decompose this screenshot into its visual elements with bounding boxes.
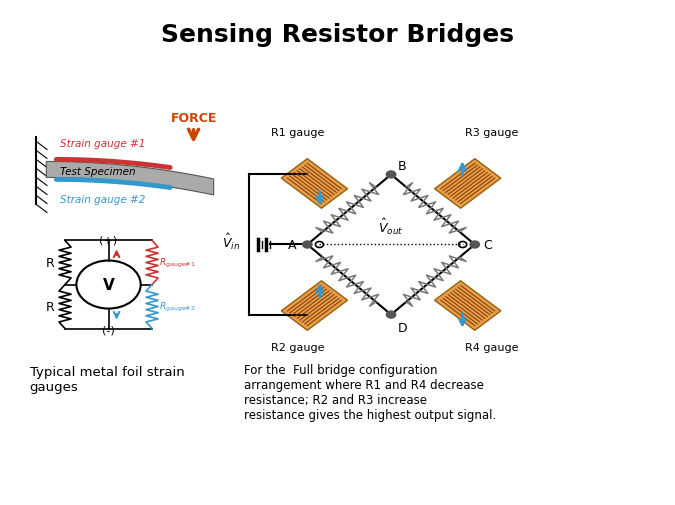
Polygon shape xyxy=(281,281,348,331)
Text: (+): (+) xyxy=(99,235,117,245)
Polygon shape xyxy=(47,162,214,195)
Circle shape xyxy=(386,172,396,179)
Text: R: R xyxy=(46,257,55,270)
Text: R: R xyxy=(46,300,55,314)
Text: $\hat{V}_{in}$: $\hat{V}_{in}$ xyxy=(222,231,240,251)
Text: For the  Full bridge configuration
arrangement where R1 and R4 decrease
resistan: For the Full bridge configuration arrang… xyxy=(244,364,496,421)
Text: V: V xyxy=(103,277,115,292)
Text: Typical metal foil strain
gauges: Typical metal foil strain gauges xyxy=(30,365,184,393)
Text: $\hat{V}_{out}$: $\hat{V}_{out}$ xyxy=(379,217,404,237)
Text: Strain gauge #2: Strain gauge #2 xyxy=(59,194,145,205)
Text: R1 gauge: R1 gauge xyxy=(271,128,324,138)
Text: B: B xyxy=(398,160,406,173)
Polygon shape xyxy=(435,160,501,209)
Text: R2 gauge: R2 gauge xyxy=(271,342,324,352)
Text: R4 gauge: R4 gauge xyxy=(464,342,518,352)
Circle shape xyxy=(386,312,396,319)
Circle shape xyxy=(470,241,479,248)
Text: FORCE: FORCE xyxy=(170,112,217,125)
Text: $R_{gauge\#1}$: $R_{gauge\#1}$ xyxy=(159,257,196,270)
Text: (-): (-) xyxy=(102,325,115,335)
Polygon shape xyxy=(281,160,348,209)
Text: $R_{gauge\#2}$: $R_{gauge\#2}$ xyxy=(159,300,196,314)
Text: Sensing Resistor Bridges: Sensing Resistor Bridges xyxy=(161,23,514,46)
Text: D: D xyxy=(398,321,408,334)
Polygon shape xyxy=(435,281,501,331)
Text: C: C xyxy=(483,238,491,251)
Text: R3 gauge: R3 gauge xyxy=(464,128,518,138)
Circle shape xyxy=(302,241,312,248)
Text: Test Specimen: Test Specimen xyxy=(59,167,135,177)
Text: A: A xyxy=(288,238,297,251)
Text: Strain gauge #1: Strain gauge #1 xyxy=(59,139,145,148)
